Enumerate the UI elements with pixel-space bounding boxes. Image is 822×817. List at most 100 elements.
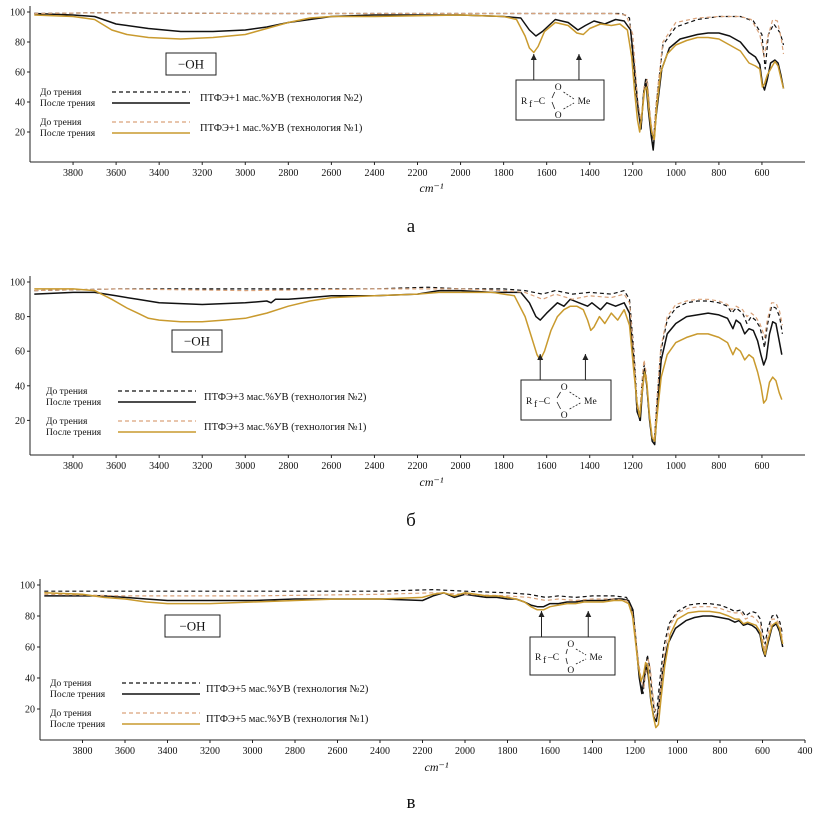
panel-letter: в	[407, 792, 416, 813]
x-tick-label: 2200	[413, 746, 433, 757]
legend-series-label-1: ПТФЭ+3 мас.%УВ (технология №1)	[204, 422, 367, 433]
series-line-3	[34, 288, 783, 442]
chart-panel-c: 20 40 60 80 100 3800 3600 3400 3200 3000 2800 2600 2…	[20, 579, 813, 813]
x-tick-label: 3400	[149, 168, 169, 179]
y-tick-label: 20	[15, 128, 25, 139]
inset-bond-me-top	[563, 91, 575, 100]
inset-bond-top	[556, 391, 561, 399]
x-tick-label: 2400	[364, 168, 384, 179]
inset-o-bottom: O	[555, 111, 562, 121]
legend-after-label-1: После трения	[40, 129, 96, 139]
x-tick-label: 3200	[192, 168, 212, 179]
y-tick-label: 100	[20, 581, 35, 592]
legend-series-label-0: ПТФЭ+5 мас.%УВ (технология №2)	[206, 684, 369, 695]
inset-r-label: R	[526, 397, 533, 407]
inset-c-label: –C	[547, 653, 559, 663]
x-tick-label: 600	[754, 461, 769, 472]
x-tick-label: 2600	[321, 461, 341, 472]
inset-r-label: R	[535, 653, 542, 663]
inset-bond-top	[565, 648, 568, 655]
x-tick-label: 1600	[537, 168, 557, 179]
y-tick-label: 80	[25, 612, 35, 623]
x-tick-label: 3200	[200, 746, 220, 757]
legend-before-label-1: До трения	[40, 118, 82, 128]
y-tick-label: 100	[10, 278, 25, 289]
x-tick-label: 3000	[243, 746, 263, 757]
legend-after-label-1: После трения	[46, 428, 102, 438]
x-tick-label: 800	[711, 168, 726, 179]
x-tick-label: 1800	[494, 461, 514, 472]
x-tick-label: 3400	[149, 461, 169, 472]
y-tick-label: 100	[10, 8, 25, 19]
inset-o-top: O	[555, 83, 562, 93]
inset-o-bottom: O	[567, 666, 574, 676]
carboxylate-inset-box	[520, 379, 612, 421]
x-tick-label: 3800	[63, 168, 83, 179]
x-tick-label: 2000	[455, 746, 475, 757]
oh-label-box	[165, 52, 217, 76]
panel-letter: а	[407, 216, 416, 237]
x-tick-label: 1400	[583, 746, 603, 757]
oh-label: −OH	[178, 57, 204, 72]
band-arrowhead-1	[575, 54, 582, 60]
x-tick-label: 1800	[498, 746, 518, 757]
x-tick-label: 2600	[328, 746, 348, 757]
inset-me-label: Me	[590, 653, 603, 663]
legend-before-label-0: До трения	[40, 88, 82, 98]
x-tick-label: 2200	[408, 461, 428, 472]
series-line-0	[44, 589, 784, 713]
y-tick-label: 60	[25, 643, 35, 654]
x-tick-label: 3600	[106, 461, 126, 472]
x-tick-label: 3800	[63, 461, 83, 472]
inset-bond-bottom	[556, 401, 561, 410]
legend-after-label-0: После трения	[40, 99, 96, 109]
x-tick-label: 1200	[623, 168, 643, 179]
x-tick-label: 2400	[364, 461, 384, 472]
x-tick-label: 3800	[73, 746, 93, 757]
legend-before-label-1: До трения	[50, 709, 92, 719]
inset-o-top: O	[561, 383, 568, 393]
series-line-0	[34, 12, 785, 145]
y-tick-label: 60	[15, 68, 25, 79]
x-tick-label: 1000	[666, 168, 686, 179]
y-tick-label: 40	[25, 674, 35, 685]
oh-label: −OH	[179, 619, 205, 634]
y-tick-label: 80	[15, 38, 25, 49]
legend-after-label-0: После трения	[46, 398, 102, 408]
carboxylate-inset-box	[529, 636, 616, 676]
inset-r-subscript: f	[534, 399, 538, 410]
series-line-2	[44, 592, 784, 718]
x-tick-label: 2400	[370, 746, 390, 757]
x-tick-label: 600	[754, 168, 769, 179]
legend-after-label-0: После трения	[50, 690, 106, 700]
series-line-1	[44, 592, 784, 723]
x-tick-label: 3200	[192, 461, 212, 472]
inset-bond-me-bottom	[575, 658, 587, 665]
band-arrowhead-0	[538, 611, 545, 617]
x-tick-label: 1000	[666, 461, 686, 472]
x-tick-label: 400	[798, 746, 813, 757]
series-line-0	[34, 286, 783, 442]
inset-bond-me-top	[575, 648, 587, 656]
x-tick-label: 3600	[115, 746, 135, 757]
series-line-3	[34, 14, 785, 141]
series-line-3	[44, 592, 784, 729]
x-tick-label: 3600	[106, 168, 126, 179]
x-tick-label: 1600	[537, 461, 557, 472]
x-tick-label: 1400	[580, 168, 600, 179]
legend-after-label-1: После трения	[50, 720, 106, 730]
x-axis-label: cm⁻¹	[420, 475, 444, 489]
x-tick-label: 2000	[451, 168, 471, 179]
x-tick-label: 3400	[158, 746, 178, 757]
chart-panel-b: 20 40 60 80 100 3800 3600 3400 3200 3000 2800 2600 2…	[10, 276, 805, 531]
x-tick-label: 1200	[625, 746, 645, 757]
legend-series-label-1: ПТФЭ+5 мас.%УВ (технология №1)	[206, 714, 369, 725]
x-tick-label: 2800	[285, 746, 305, 757]
legend-before-label-0: До трения	[50, 679, 92, 689]
y-tick-label: 40	[15, 98, 25, 109]
series-line-2	[34, 12, 785, 141]
x-tick-label: 1400	[580, 461, 600, 472]
x-tick-label: 800	[713, 746, 728, 757]
inset-c-label: –C	[538, 397, 550, 407]
